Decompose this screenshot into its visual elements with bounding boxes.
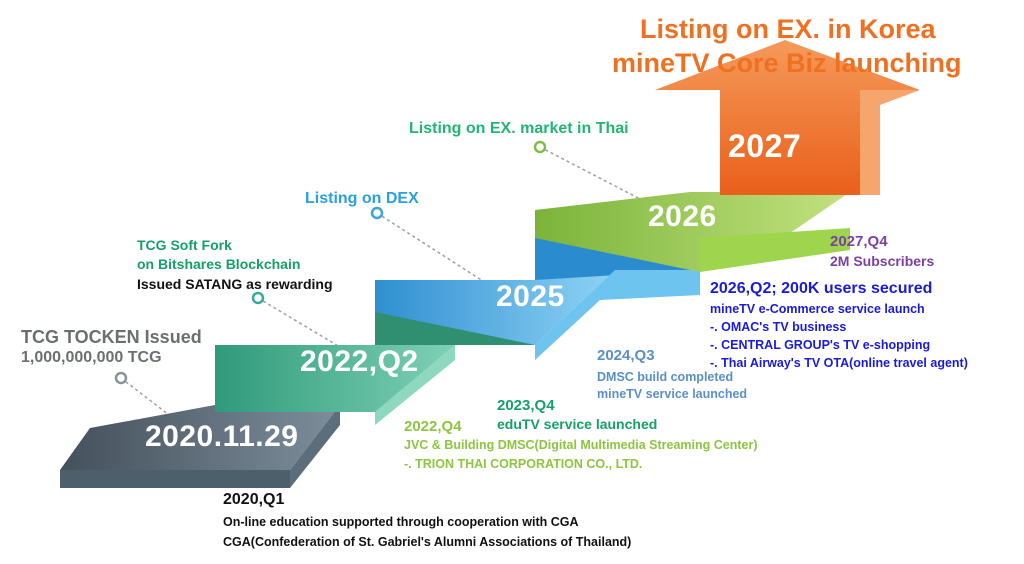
growth-arrow [655, 40, 920, 195]
q3-2024-title: 2024,Q3 [597, 347, 655, 364]
q2-2026-line1: mineTV e-Commerce service launch [710, 302, 925, 316]
step-label-2027: 2027 [728, 128, 802, 164]
q2-2026-title: 2026,Q2; 200K users secured [710, 280, 933, 297]
q1-2020-title: 2020,Q1 [223, 491, 285, 508]
softfork-line3: Issued SATANG as rewarding [137, 276, 333, 292]
growth-arrow-side [860, 90, 920, 195]
headline-line2: mineTV Core Biz launching [612, 48, 962, 78]
q4-2023-title: 2023,Q4 [497, 397, 555, 414]
step-label-2026: 2026 [648, 200, 717, 233]
q2-2026-line4: -. Thai Airway's TV OTA(online travel ag… [710, 356, 968, 370]
headline-line1: Listing on EX. in Korea [640, 14, 936, 44]
softfork-line2: on Bitshares Blockchain [137, 256, 301, 272]
dex-label: Listing on DEX [305, 190, 419, 207]
tcg-title: TCG TOCKEN Issued [21, 327, 202, 347]
step-side-2026 [700, 228, 850, 272]
marker-softfork [251, 291, 265, 305]
q1-2020-line2: CGA(Confederation of St. Gabriel's Alumn… [223, 535, 632, 549]
q4-2027-line1: 2M Subscribers [830, 253, 935, 269]
q3-2024-line1: DMSC build completed [597, 370, 734, 384]
q3-2024-line2: mineTV service launched [597, 387, 748, 401]
milestone-markers [114, 140, 547, 385]
step-label-2020: 2020.11.29 [145, 420, 299, 453]
thai-listing-label: Listing on EX. market in Thai [409, 120, 629, 137]
step-label-2022: 2022,Q2 [300, 345, 419, 378]
q4-2027-title: 2027,Q4 [830, 233, 888, 250]
tcg-subtitle: 1,000,000,000 TCG [21, 349, 162, 366]
q2-2026-line2: -. OMAC's TV business [710, 320, 847, 334]
step-front-2020 [60, 470, 290, 488]
leader-line [257, 297, 376, 369]
step-top-2020 [60, 405, 340, 470]
step-top-2026 [535, 192, 850, 272]
step-label-2025: 2025 [496, 280, 565, 313]
q4-2022-line2: -. TRION THAI CORPORATION CO., LTD. [404, 457, 643, 471]
step-side-2020 [290, 405, 340, 488]
q2-2026-line3: -. CENTRAL GROUP's TV e-shopping [710, 338, 931, 352]
marker-thai [533, 140, 547, 154]
softfork-line1: TCG Soft Fork [137, 237, 232, 253]
step-side-2025 [535, 270, 700, 360]
q1-2020-line1: On-line education supported through coop… [223, 515, 579, 529]
q4-2022-title: 2022,Q4 [404, 418, 462, 435]
step-side-2022 [375, 345, 455, 425]
marker-tcg [114, 371, 128, 385]
leader-line [376, 212, 501, 293]
marker-dex [370, 206, 384, 220]
q4-2022-line1: JVC & Building DMSC(Digital Multimedia S… [404, 438, 758, 452]
q4-2023-line1: eduTV service launched [497, 416, 658, 432]
